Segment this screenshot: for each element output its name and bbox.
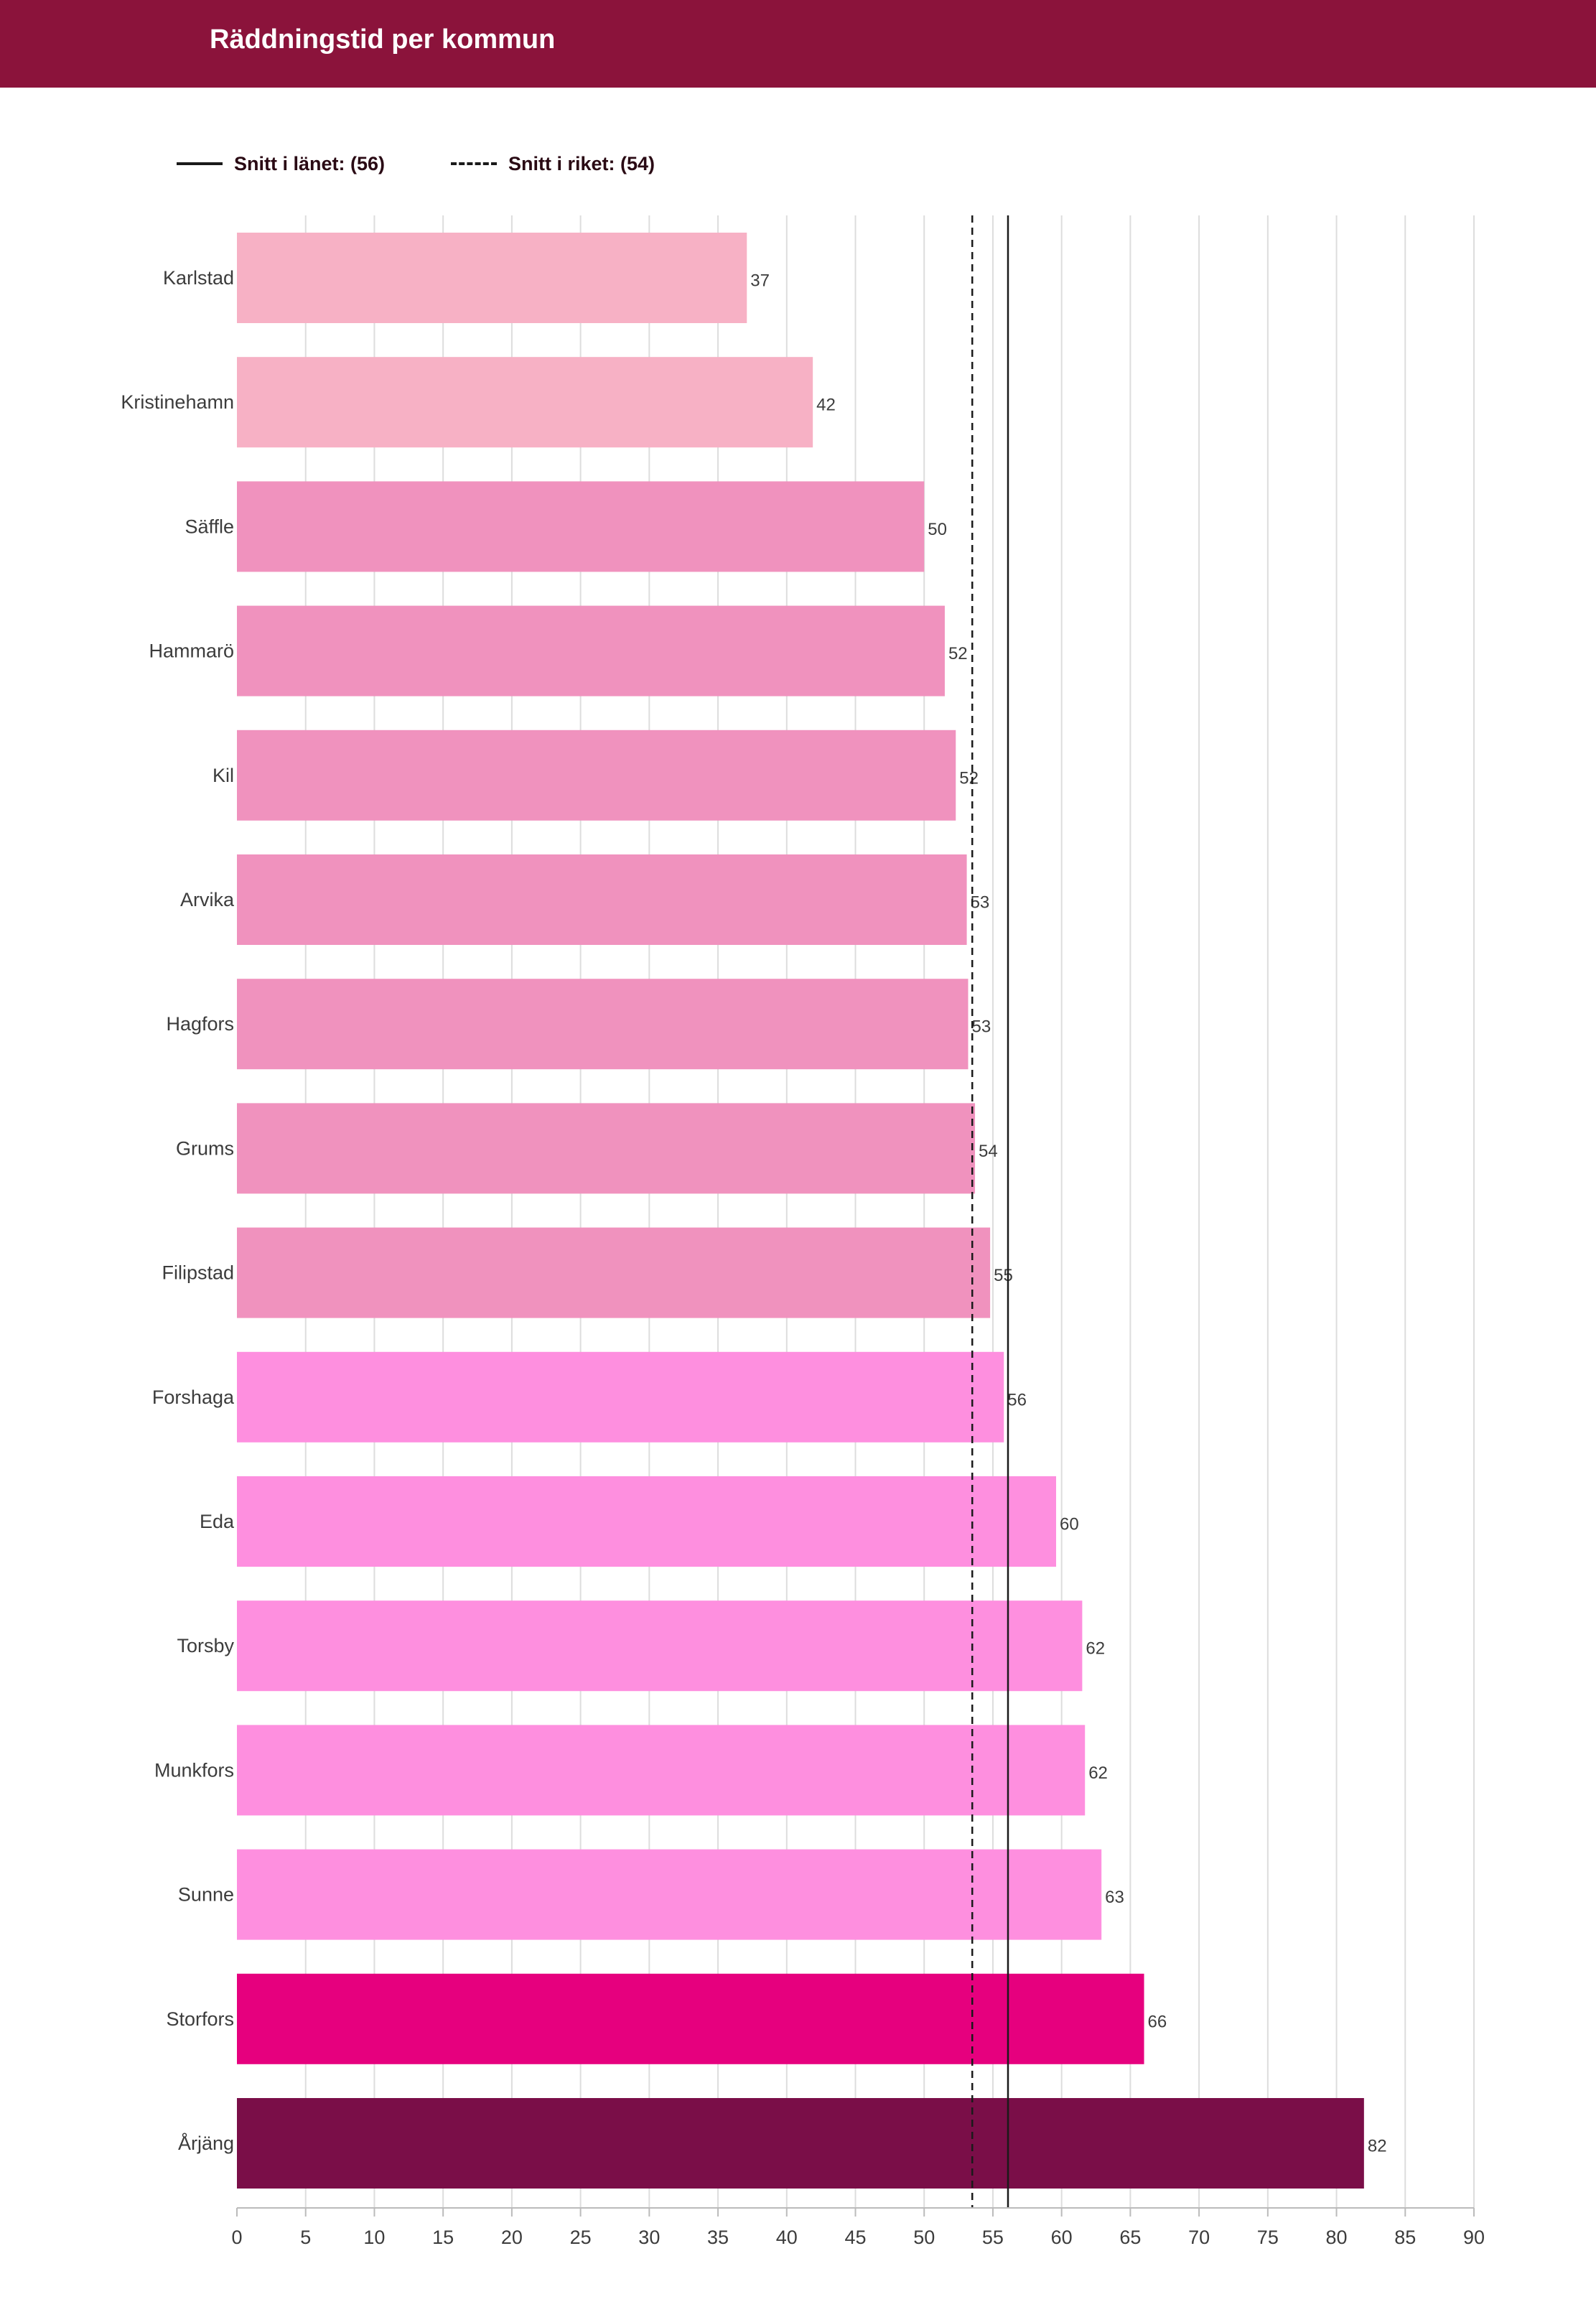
- bar: [237, 2098, 1364, 2189]
- category-label: Forshaga: [152, 1386, 235, 1408]
- bar: [237, 1725, 1086, 1816]
- value-label: 55: [994, 1266, 1013, 1285]
- category-label: Storfors: [166, 2008, 234, 2030]
- header-bar: Räddningstid per kommun: [0, 0, 1596, 88]
- bar: [237, 1476, 1057, 1567]
- category-label: Kristinehamn: [121, 391, 234, 413]
- x-tick-label: 45: [844, 2227, 866, 2248]
- legend-dashed-line-swatch: [451, 162, 498, 165]
- x-tick-label: 15: [432, 2227, 454, 2248]
- x-tick-label: 60: [1051, 2227, 1073, 2248]
- bar: [237, 979, 969, 1070]
- x-tick-label: 20: [501, 2227, 523, 2248]
- value-label: 60: [1060, 1515, 1079, 1534]
- category-label: Filipstad: [162, 1262, 234, 1284]
- category-label: Kil: [213, 765, 234, 786]
- x-tick-label: 10: [363, 2227, 385, 2248]
- x-tick-label: 90: [1463, 2227, 1485, 2248]
- bar: [237, 481, 925, 572]
- x-tick-label: 30: [638, 2227, 660, 2248]
- value-label: 66: [1148, 2012, 1167, 2031]
- x-tick-label: 5: [300, 2227, 311, 2248]
- value-label: 63: [1105, 1888, 1124, 1907]
- bar: [237, 730, 956, 821]
- category-label: Eda: [200, 1511, 235, 1532]
- value-label: 42: [816, 396, 836, 415]
- category-label: Munkfors: [154, 1759, 234, 1781]
- value-label: 53: [971, 893, 990, 913]
- bar: [237, 1103, 976, 1194]
- x-tick-label: 0: [231, 2227, 242, 2248]
- value-label: 62: [1088, 1763, 1108, 1783]
- category-label: Sunne: [178, 1884, 234, 1906]
- legend-label-county: Snitt i länet: (56): [234, 152, 386, 174]
- x-tick-label: 75: [1257, 2227, 1279, 2248]
- x-tick-label: 80: [1326, 2227, 1348, 2248]
- value-label: 56: [1007, 1390, 1027, 1409]
- value-label: 82: [1368, 2137, 1387, 2156]
- bar: [237, 1351, 1004, 1443]
- bar: [237, 1849, 1102, 1940]
- value-label: 54: [979, 1142, 998, 1161]
- x-tick-label: 35: [707, 2227, 729, 2248]
- category-label: Hammarö: [149, 640, 234, 662]
- x-tick-label: 70: [1188, 2227, 1210, 2248]
- x-tick-label: 50: [913, 2227, 935, 2248]
- x-tick-label: 65: [1119, 2227, 1141, 2248]
- category-label: Grums: [176, 1137, 234, 1159]
- value-label: 37: [750, 271, 770, 291]
- bar: [237, 1600, 1083, 1692]
- category-label: Årjäng: [178, 2132, 234, 2154]
- category-label: Hagfors: [166, 1013, 234, 1035]
- bar: [237, 357, 813, 448]
- x-tick-label: 55: [982, 2227, 1004, 2248]
- value-label: 62: [1086, 1639, 1105, 1659]
- category-label: Arvika: [180, 889, 235, 910]
- bar: [237, 1227, 991, 1318]
- legend-solid-line-swatch: [177, 162, 223, 165]
- category-label: Torsby: [177, 1635, 234, 1656]
- category-label: Säffle: [185, 516, 234, 537]
- legend-item-national: Snitt i riket: (54): [451, 153, 655, 175]
- value-label: 52: [948, 644, 968, 663]
- bar: [237, 854, 967, 945]
- bar: [237, 1973, 1144, 2064]
- value-label: 53: [971, 1017, 991, 1037]
- category-label: Karlstad: [163, 267, 234, 289]
- legend-label-national: Snitt i riket: (54): [508, 152, 655, 174]
- value-label: 52: [959, 768, 979, 788]
- x-tick-label: 40: [776, 2227, 798, 2248]
- chart-legend: Snitt i länet: (56) Snitt i riket: (54): [177, 149, 721, 178]
- legend-item-county: Snitt i länet: (56): [177, 153, 385, 175]
- bar: [237, 233, 747, 323]
- x-tick-label: 25: [570, 2227, 592, 2248]
- value-label: 50: [928, 520, 947, 539]
- bar: [237, 605, 945, 696]
- page-title: Räddningstid per kommun: [210, 24, 556, 55]
- x-tick-label: 85: [1394, 2227, 1416, 2248]
